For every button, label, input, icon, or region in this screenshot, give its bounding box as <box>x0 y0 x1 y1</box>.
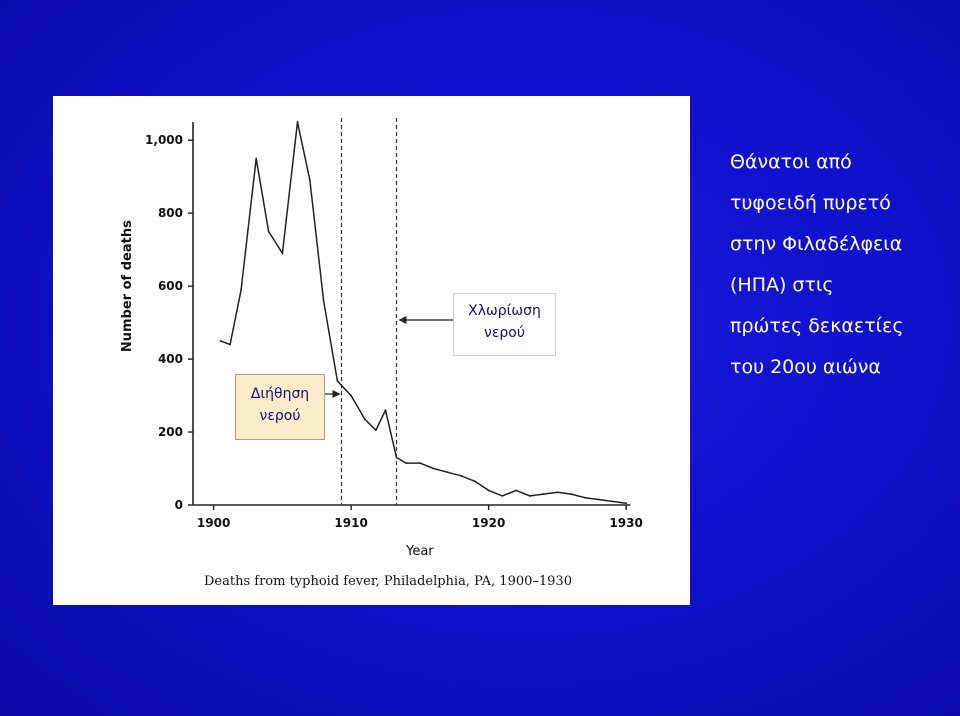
callout-chlorination: Χλωρίωση νερού <box>453 293 556 356</box>
data-point <box>322 299 325 302</box>
x-tick-label: 1930 <box>609 516 642 530</box>
x-tick-label: 1900 <box>197 516 230 530</box>
title-line: τυφοειδή πυρετό <box>730 192 891 214</box>
y-axis-label: Number of deaths <box>120 220 135 352</box>
data-point <box>384 409 387 412</box>
data-point <box>255 157 258 160</box>
y-tick-label: 0 <box>175 498 183 512</box>
data-point <box>487 489 490 492</box>
data-point <box>515 489 518 492</box>
x-axis-label: Year <box>405 544 434 559</box>
data-point <box>501 494 504 497</box>
event-markers <box>340 118 398 505</box>
data-point <box>556 491 559 494</box>
data-point <box>267 230 270 233</box>
data-point <box>405 462 408 464</box>
data-point <box>296 121 299 123</box>
chart-axes: 0 200 400 600 800 1,000 1900 1910 1920 1930 Year Nu… <box>120 122 643 559</box>
y-tick-label: 600 <box>158 279 183 293</box>
data-point <box>597 498 600 501</box>
title-line: (ΗΠΑ) στις <box>730 274 834 296</box>
data-point <box>363 418 366 421</box>
y-tick-label: 800 <box>158 206 183 220</box>
data-point <box>460 474 463 477</box>
title-line: πρώτες δεκαετίες <box>730 315 904 337</box>
x-tick-label: 1920 <box>472 516 505 530</box>
data-point <box>528 494 531 497</box>
data-point <box>446 471 449 474</box>
title-line: του 20ου αιώνα <box>730 356 881 378</box>
chart-series <box>219 121 628 505</box>
callout-arrows <box>325 316 453 398</box>
data-point <box>570 493 573 495</box>
arrow-chlorination-head <box>398 316 407 324</box>
data-point <box>542 493 545 495</box>
chart-caption: Deaths from typhoid fever, Philadelphia,… <box>204 574 572 589</box>
callout-filtration-line1: Διήθηση <box>250 386 310 402</box>
data-point <box>308 179 311 182</box>
data-point <box>418 462 421 464</box>
data-point <box>625 502 628 505</box>
data-point <box>240 288 243 291</box>
data-point <box>583 496 586 499</box>
data-point <box>473 480 476 483</box>
data-point <box>281 252 284 255</box>
data-point <box>611 500 614 503</box>
callout-chlorination-line2: νερού <box>484 325 525 341</box>
data-point <box>395 456 398 459</box>
series-line <box>220 121 627 504</box>
callout-filtration: Διήθηση νερού <box>235 374 325 440</box>
data-point <box>374 429 377 432</box>
y-tick-label: 1,000 <box>145 133 183 147</box>
data-point <box>219 339 222 342</box>
callout-filtration-line2: νερού <box>259 408 301 424</box>
data-point <box>336 380 339 382</box>
title-line: Θάνατοι από <box>730 151 852 173</box>
data-point <box>229 343 232 346</box>
title-line: στην Φιλαδέλφεια <box>730 233 903 255</box>
callout-chlorination-line1: Χλωρίωση <box>468 303 541 319</box>
x-tick-label: 1910 <box>334 516 367 530</box>
y-tick-label: 200 <box>158 425 183 439</box>
y-tick-label: 400 <box>158 352 183 366</box>
arrow-filtration-head <box>332 390 341 398</box>
slide-title: Θάνατοι από τυφοειδή πυρετό στην Φιλαδέλ… <box>730 142 955 388</box>
data-point <box>432 467 435 470</box>
figure-panel: 0 200 400 600 800 1,000 1900 1910 1920 1930 Year Nu… <box>53 96 690 605</box>
data-point <box>350 394 353 397</box>
typhoid-deaths-chart: 0 200 400 600 800 1,000 1900 1910 1920 1930 Year Nu… <box>120 118 643 559</box>
